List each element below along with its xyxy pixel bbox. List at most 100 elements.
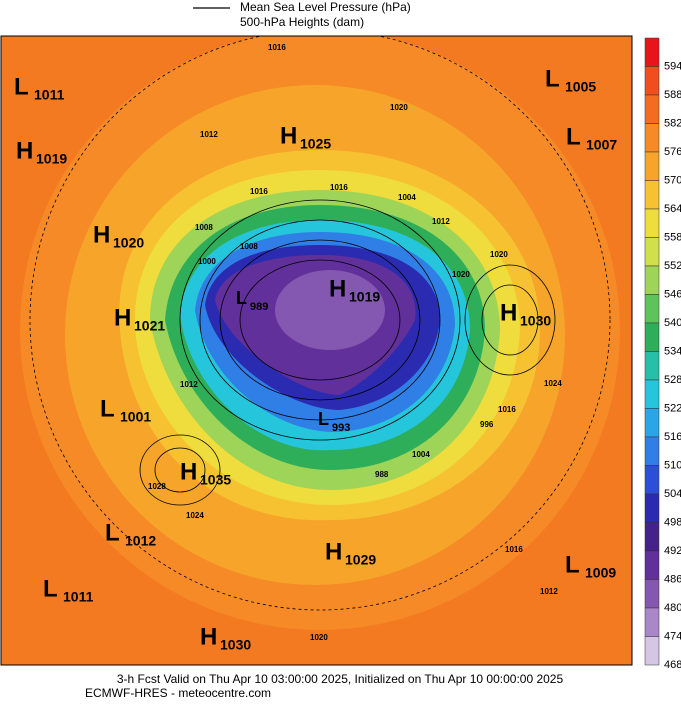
colorbar-box xyxy=(644,550,660,580)
center-value: 1011 xyxy=(34,87,65,103)
colorbar-box xyxy=(644,436,660,466)
contour-label: 1016 xyxy=(330,183,348,192)
contour-label: 1012 xyxy=(200,130,218,139)
center-value: 1005 xyxy=(565,79,596,95)
colorbar-box xyxy=(644,579,660,609)
center-kind: H xyxy=(114,304,131,331)
center-value: 1025 xyxy=(300,136,331,152)
center-value: 1011 xyxy=(63,589,94,605)
contour-label: 1016 xyxy=(250,187,268,196)
colorbar-label: 474 xyxy=(664,630,681,642)
colorbar-box xyxy=(644,465,660,495)
colorbar-label: 522 xyxy=(664,402,681,414)
colorbar-box xyxy=(644,379,660,409)
center-value: 1009 xyxy=(585,565,616,581)
contour-label: 1004 xyxy=(412,450,430,459)
center-value: 1029 xyxy=(345,552,376,568)
contour-label: 1020 xyxy=(452,270,470,279)
colorbar-label: 528 xyxy=(664,374,681,386)
colorbar-label: 498 xyxy=(664,516,681,528)
center-kind: L xyxy=(43,575,58,602)
colorbar-label: 546 xyxy=(664,288,681,300)
center-kind: H xyxy=(180,458,197,485)
center-value: 1035 xyxy=(200,472,231,488)
center-value: 1019 xyxy=(349,289,380,305)
contour-label: 1024 xyxy=(186,511,204,520)
colorbar-box xyxy=(644,123,660,153)
colorbar-label: 558 xyxy=(664,231,681,243)
contour-label: 1016 xyxy=(505,545,523,554)
colorbar-box xyxy=(644,607,660,637)
center-value: 1030 xyxy=(220,637,251,653)
center-value: 1007 xyxy=(586,137,617,153)
center-kind: H xyxy=(500,299,517,326)
contour-label: 996 xyxy=(480,420,494,429)
colorbar-box xyxy=(644,208,660,238)
colorbar-box xyxy=(644,151,660,181)
colorbar-label: 576 xyxy=(664,146,681,158)
contour-label: 1020 xyxy=(490,250,508,259)
legend-pressure: Mean Sea Level Pressure (hPa) xyxy=(240,0,411,14)
center-value: 993 xyxy=(332,422,350,434)
colorbar-label: 486 xyxy=(664,573,681,585)
colorbar-box xyxy=(644,408,660,438)
colorbar-box xyxy=(644,636,660,666)
footer-valid: 3-h Fcst Valid on Thu Apr 10 03:00:00 20… xyxy=(117,672,564,686)
contour-label: 1016 xyxy=(498,405,516,414)
colorbar-label: 594 xyxy=(664,60,681,72)
center-kind: L xyxy=(565,551,580,578)
colorbar-box xyxy=(644,180,660,210)
contour-label: 1000 xyxy=(198,257,216,266)
colorbar-box xyxy=(644,294,660,324)
colorbar-box xyxy=(644,493,660,523)
colorbar-box xyxy=(644,237,660,267)
contour-label: 1004 xyxy=(398,193,416,202)
map-field xyxy=(1,36,632,665)
center-value: 1012 xyxy=(125,533,156,549)
center-kind: L xyxy=(236,288,247,308)
colorbar-label: 492 xyxy=(664,545,681,557)
contour-label: 1016 xyxy=(268,43,286,52)
colorbar-label: 588 xyxy=(664,89,681,101)
contour-label: 1028 xyxy=(148,482,166,491)
colorbar-box xyxy=(644,94,660,124)
center-kind: H xyxy=(16,137,33,164)
center-kind: H xyxy=(325,538,342,565)
footer-source: ECMWF-HRES - meteocentre.com xyxy=(85,686,271,700)
center-kind: L xyxy=(100,395,115,422)
colorbar-label: 504 xyxy=(664,488,681,500)
contour-label: 1024 xyxy=(544,379,562,388)
center-value: 1030 xyxy=(520,313,551,329)
colorbar-label: 480 xyxy=(664,602,681,614)
center-kind: L xyxy=(14,73,29,100)
center-value: 1021 xyxy=(134,318,165,334)
center-kind: H xyxy=(280,122,297,149)
center-kind: H xyxy=(93,221,110,248)
colorbar-label: 582 xyxy=(664,117,681,129)
center-value: 1001 xyxy=(120,409,151,425)
center-kind: L xyxy=(105,519,120,546)
contour-label: 1008 xyxy=(240,242,258,251)
colorbar-box xyxy=(644,66,660,96)
colorbar-label: 570 xyxy=(664,174,681,186)
colorbar-label: 534 xyxy=(664,345,681,357)
colorbar-label: 516 xyxy=(664,431,681,443)
center-kind: L xyxy=(566,123,581,150)
colorbar-label: 510 xyxy=(664,459,681,471)
legend-heights: 500-hPa Heights (dam) xyxy=(240,15,364,29)
map-frame xyxy=(0,35,633,666)
center-kind: L xyxy=(545,65,560,92)
contour-label: 1012 xyxy=(540,587,558,596)
center-value: 989 xyxy=(250,301,268,313)
colorbar-box xyxy=(644,37,660,67)
colorbar-label: 552 xyxy=(664,260,681,272)
colorbar-label: 468 xyxy=(664,659,681,671)
center-value: 1019 xyxy=(36,151,67,167)
colorbar-box xyxy=(644,351,660,381)
colorbar-box xyxy=(644,322,660,352)
center-kind: L xyxy=(318,409,329,429)
colorbar-label: 540 xyxy=(664,317,681,329)
center-value: 1020 xyxy=(113,235,144,251)
center-kind: H xyxy=(329,275,346,302)
